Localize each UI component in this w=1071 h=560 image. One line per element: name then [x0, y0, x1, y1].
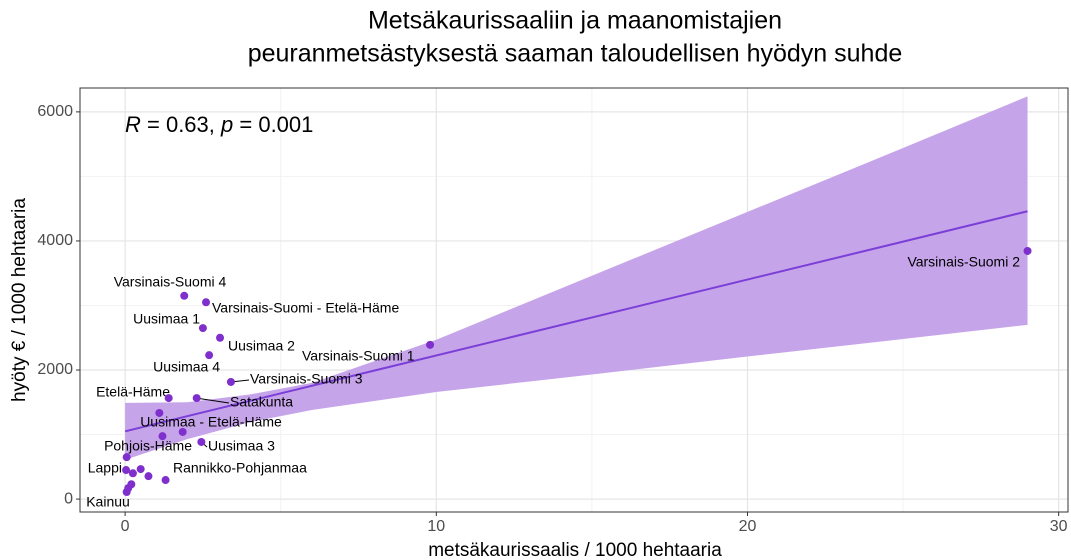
point [205, 351, 214, 360]
point [178, 427, 187, 436]
annotation-part: = 0.63, [141, 112, 221, 137]
point-label: Satakunta [230, 394, 293, 410]
x-tick-label: 30 [1050, 518, 1068, 535]
y-tick-label: 4000 [37, 232, 73, 249]
point-label: Varsinais-Suomi - Etelä-Häme [212, 300, 399, 316]
point [122, 466, 131, 475]
point [216, 333, 225, 342]
point-label: Varsinais-Suomi 2 [907, 254, 1020, 270]
point [202, 298, 211, 307]
point [192, 394, 201, 403]
point-label: Varsinais-Suomi 4 [114, 274, 227, 290]
point [426, 340, 435, 349]
point [197, 437, 206, 446]
x-tick-label: 20 [739, 518, 757, 535]
y-tick-label: 6000 [37, 103, 73, 120]
point-label: Lappi [88, 460, 122, 476]
point [226, 377, 235, 386]
panel-border [79, 87, 1069, 513]
annotation: R = 0.63, p = 0.001 [125, 112, 313, 137]
x-tick-label: 0 [121, 518, 130, 535]
point-label: Varsinais-Suomi 3 [250, 371, 363, 387]
point-label: Rannikko-Pohjanmaa [173, 460, 307, 476]
point [198, 324, 207, 333]
point [124, 484, 133, 493]
point-label: Kainuu [86, 494, 130, 510]
y-tick-label: 0 [64, 490, 73, 507]
point [155, 408, 164, 417]
point-label: Uusimaa 1 [133, 311, 200, 327]
point-label: Uusimaa - Etelä-Häme [140, 414, 282, 430]
y-axis-title: hyöty € / 1000 hehtaaria [9, 198, 30, 402]
point-label: Etelä-Häme [96, 384, 170, 400]
annotation-part: = 0.001 [233, 112, 313, 137]
x-axis-title: metsäkaurissaalis / 1000 hehtaaria [428, 540, 722, 560]
point-label: Uusimaa 4 [153, 359, 220, 375]
point [128, 469, 137, 478]
point-label: Varsinais-Suomi 1 [302, 348, 415, 364]
point-label: Uusimaa 2 [228, 338, 295, 354]
point-label: Pohjois-Häme [104, 438, 192, 454]
point [136, 465, 145, 474]
point [158, 432, 167, 441]
annotation-part: p [220, 112, 233, 137]
chart-title: peuranmetsästyksestä saaman taloudellise… [248, 40, 903, 68]
annotation-part: R [125, 112, 141, 137]
point [161, 476, 170, 485]
leader-line [196, 397, 230, 404]
chart-title: Metsäkaurissaaliin ja maanomistajien [368, 7, 782, 35]
point [144, 472, 153, 481]
fit-line [124, 210, 1028, 433]
y-tick-label: 2000 [37, 361, 73, 378]
point [180, 291, 189, 300]
point [1023, 246, 1032, 255]
point [122, 453, 131, 462]
point-label: Uusimaa 3 [208, 438, 275, 454]
confidence-band [125, 96, 1028, 460]
point [164, 394, 173, 403]
x-tick-label: 10 [427, 518, 445, 535]
